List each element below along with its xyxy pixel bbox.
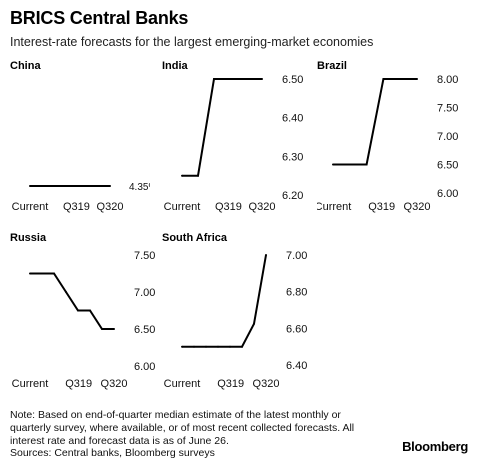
data-point: [101, 328, 103, 330]
y-tick-label: 7.00: [134, 287, 155, 299]
data-point: [53, 272, 55, 275]
data-point: [65, 291, 67, 293]
x-tick-label: Current: [164, 378, 201, 390]
y-tick-label: 6.30: [282, 151, 303, 163]
data-point: [41, 272, 43, 275]
y-tick-label: 6.00: [437, 188, 458, 200]
bloomberg-logo: Bloomberg: [402, 439, 468, 454]
y-tick-label: 6.60: [286, 323, 307, 335]
footnote: Note: Based on end-of-quarter median est…: [10, 409, 400, 460]
source-line: Sources: Central banks, Bloomberg survey…: [10, 447, 215, 460]
data-point: [77, 185, 79, 187]
data-point: [113, 328, 115, 330]
data-point: [109, 185, 111, 187]
y-tick-label: 6.20: [282, 190, 303, 202]
data-point: [265, 254, 267, 256]
data-point: [213, 78, 215, 80]
data-point: [193, 345, 195, 348]
data-point: [61, 185, 63, 187]
data-point: [348, 163, 351, 166]
series-line-russia: [30, 272, 114, 330]
y-tick-label: 6.00: [134, 361, 155, 373]
x-tick-label: Q319: [217, 378, 244, 390]
x-tick-label: Current: [317, 201, 351, 213]
panel-brazil: Brazil 8.00 7.50 7.00 6.50 6.00 Current Q319 Q32…: [317, 60, 462, 214]
y-tick-label: 7.50: [437, 103, 458, 115]
data-point: [197, 174, 199, 177]
data-point: [89, 309, 91, 312]
data-point: [29, 185, 31, 187]
footnote-line: Note: Based on end-of-quarter median est…: [10, 409, 341, 421]
data-point: [93, 185, 95, 187]
series-line-south-africa: [182, 254, 267, 348]
series-line-india: [182, 78, 262, 177]
x-tick-label: Current: [12, 201, 49, 213]
data-point: [261, 78, 263, 80]
y-tick-label: 6.40: [282, 113, 303, 125]
y-tick-label: 8.00: [437, 74, 458, 86]
panel-china: China 4.35% Current Q319 Q320: [10, 60, 150, 214]
x-tick-label: Q319: [368, 201, 395, 213]
data-point: [245, 78, 247, 80]
series-line-brazil: [333, 78, 417, 166]
panel-title: Russia: [10, 232, 47, 244]
footnote-line: interest rate and forecast data is as of…: [10, 434, 229, 447]
data-point: [181, 174, 183, 177]
y-tick-label: 6.80: [286, 287, 307, 299]
data-point: [29, 272, 31, 275]
panel-plot: 7.50 7.00 6.50 6.00 Current Q319 Q320: [12, 250, 155, 390]
data-point: [332, 163, 334, 166]
x-tick-label: Q320: [249, 201, 276, 213]
panel-title: Brazil: [317, 60, 347, 72]
y-tick-label: 7.00: [437, 131, 458, 143]
chart-title: BRICS Central Banks: [10, 8, 189, 28]
x-tick-label: Q320: [404, 201, 431, 213]
panel-title: South Africa: [162, 232, 227, 244]
panel-title: India: [162, 60, 188, 72]
data-point: [77, 309, 79, 312]
y-tick-label: 6.50: [134, 324, 155, 336]
data-point: [365, 163, 368, 166]
footnote-line: quarterly survey, where available, or of…: [10, 421, 355, 434]
x-tick-label: Q319: [65, 378, 92, 390]
panel-title: China: [10, 60, 41, 72]
panel-plot: 7.00 6.80 6.60 6.40 Current Q319 Q320: [164, 250, 307, 390]
data-point: [416, 78, 418, 80]
panel-plot: 4.35% Current Q319 Q320: [12, 182, 150, 213]
data-point: [45, 185, 47, 187]
chart-subtitle: Interest-rate forecasts for the largest …: [10, 35, 374, 49]
x-tick-label: Current: [164, 201, 201, 213]
x-tick-label: Q320: [253, 378, 280, 390]
y-tick-label: 6.40: [286, 360, 307, 372]
data-point: [253, 322, 255, 325]
x-tick-label: Q319: [63, 201, 90, 213]
x-tick-label: Q319: [215, 201, 242, 213]
panel-india: India 6.50 6.40 6.30 6.20 Current Q319 Q320: [162, 60, 307, 214]
data-point: [241, 345, 243, 348]
data-point: [229, 78, 231, 80]
panel-south-africa: South Africa 7.00 6.80 6.60 6.40 Current Q319 Q…: [162, 232, 307, 391]
end-value-label: 4.35%: [129, 182, 150, 193]
data-point: [229, 345, 231, 348]
y-tick-label: 7.00: [286, 250, 307, 262]
panel-russia: Russia 7.50 7.00 6.50 6.00 Current Q319 Q320: [10, 232, 155, 391]
panel-plot: 8.00 7.50 7.00 6.50 6.00 Current Q319 Q320: [317, 74, 458, 213]
x-tick-label: Q320: [101, 378, 128, 390]
data-point: [399, 78, 402, 80]
panel-plot: 6.50 6.40 6.30 6.20 Current Q319 Q320: [164, 74, 304, 213]
data-point: [217, 345, 219, 348]
y-tick-label: 6.50: [437, 160, 458, 172]
x-tick-label: Current: [12, 378, 49, 390]
data-point: [205, 345, 207, 348]
data-point: [382, 78, 385, 80]
x-tick-label: Q320: [97, 201, 124, 213]
data-point: [181, 345, 183, 348]
y-tick-label: 7.50: [134, 250, 155, 262]
y-tick-label: 6.50: [282, 74, 303, 86]
